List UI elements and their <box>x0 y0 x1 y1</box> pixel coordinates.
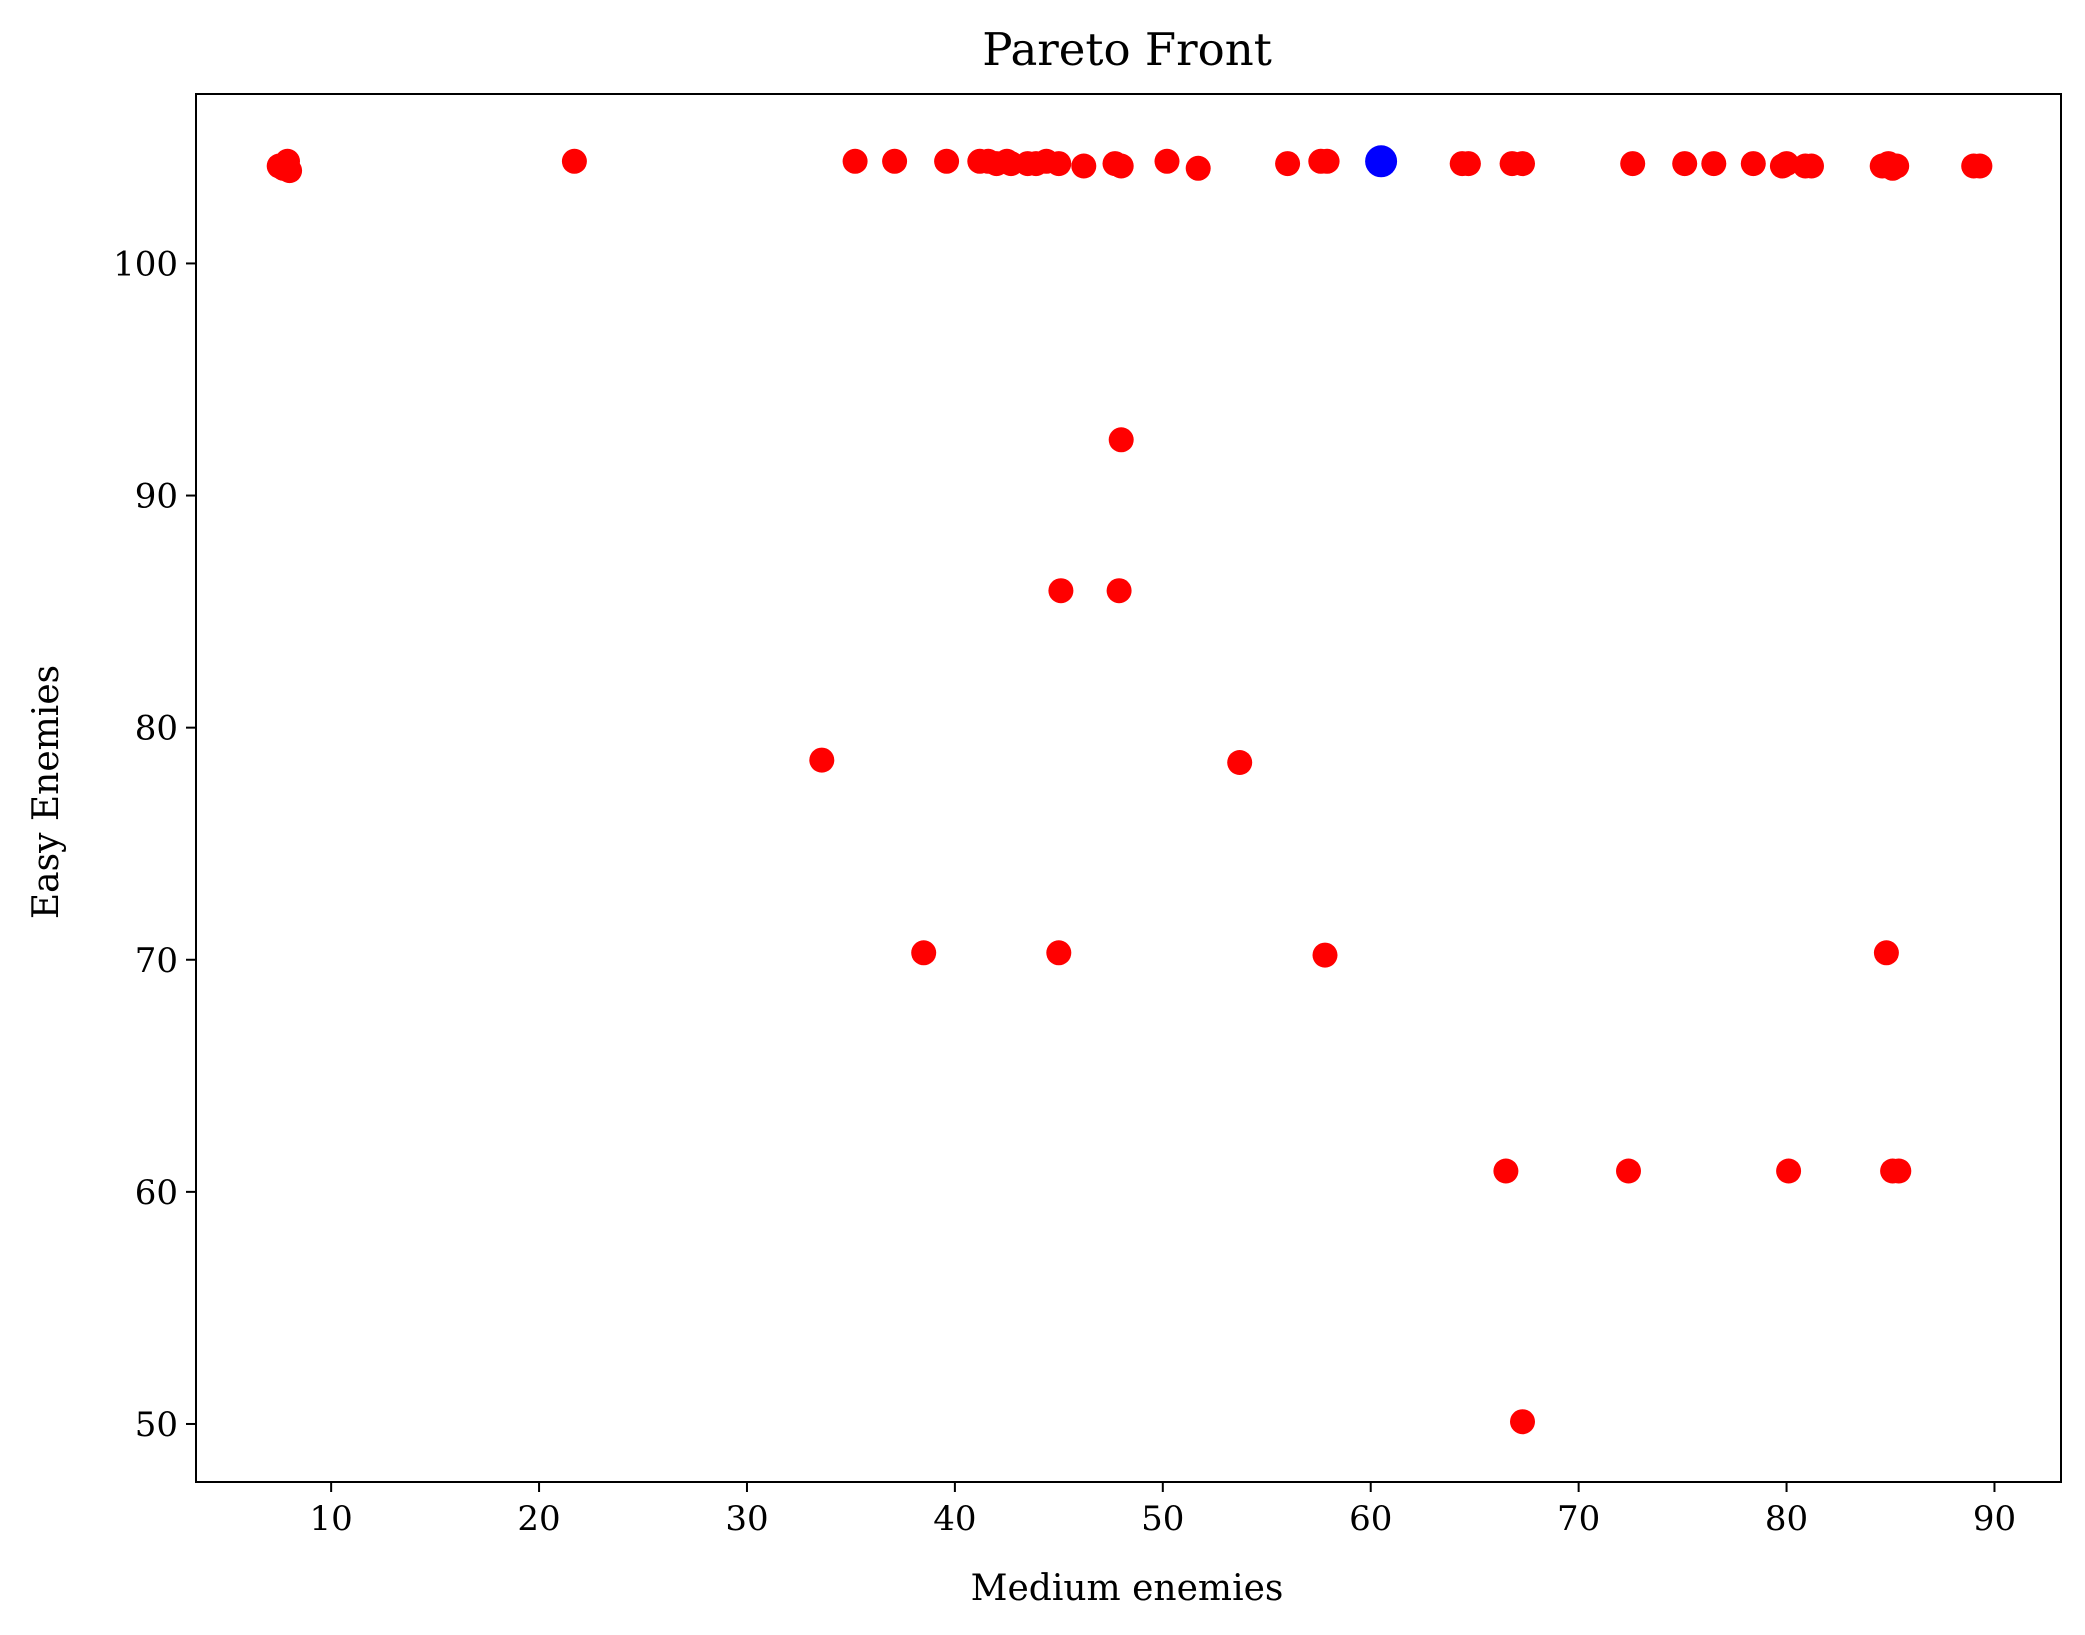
y-tick-label: 80 <box>135 709 178 749</box>
y-axis-ticks: 50 60 70 80 90 100 <box>113 244 196 1445</box>
data-point <box>1799 153 1824 179</box>
data-point <box>1048 578 1074 604</box>
data-point <box>1108 153 1134 179</box>
data-point <box>1185 155 1211 181</box>
data-point <box>1071 153 1097 179</box>
y-tick-label: 70 <box>135 941 178 981</box>
data-point <box>1884 153 1910 179</box>
data-point <box>1493 1158 1519 1184</box>
x-axis-ticks: 10 20 30 40 50 60 70 80 90 <box>310 1482 2016 1539</box>
x-tick-label: 10 <box>310 1499 353 1539</box>
data-point <box>1154 148 1180 174</box>
data-point <box>809 747 835 773</box>
data-point <box>1510 1409 1535 1435</box>
x-axis-label: Medium enemies <box>971 1568 1284 1609</box>
x-tick-label: 40 <box>933 1499 976 1539</box>
data-point <box>1740 151 1766 177</box>
y-tick-label: 90 <box>135 477 178 517</box>
data-point <box>934 148 960 174</box>
x-tick-label: 20 <box>517 1499 560 1539</box>
data-point <box>1774 151 1800 177</box>
x-tick-label: 70 <box>1557 1499 1600 1539</box>
data-point <box>1776 1158 1802 1184</box>
y-tick-label: 100 <box>113 244 178 284</box>
data-point <box>1616 1158 1641 1184</box>
data-point <box>1108 427 1134 453</box>
data-point <box>882 148 908 174</box>
data-point <box>1455 151 1481 177</box>
data-point <box>1510 151 1535 177</box>
chart-title: Pareto Front <box>982 23 1272 76</box>
highlight-point <box>1365 145 1398 178</box>
x-tick-label: 50 <box>1141 1499 1184 1539</box>
data-point <box>1312 942 1338 968</box>
x-tick-label: 60 <box>1349 1499 1392 1539</box>
data-point <box>911 940 937 966</box>
data-point <box>1967 153 1993 179</box>
data-point <box>1886 1158 1912 1184</box>
data-point <box>1227 750 1253 775</box>
data-point <box>1873 940 1899 966</box>
x-tick-label: 30 <box>725 1499 768 1539</box>
data-point <box>1672 151 1698 177</box>
data-point <box>842 148 868 174</box>
data-point <box>1106 578 1132 604</box>
x-tick-label: 90 <box>1973 1499 2016 1539</box>
y-tick-label: 50 <box>135 1405 178 1445</box>
x-tick-label: 80 <box>1765 1499 1808 1539</box>
data-point <box>270 155 296 181</box>
data-point <box>1314 148 1340 174</box>
plot-frame <box>195 93 2062 1483</box>
plot-marks <box>266 145 1993 1435</box>
y-tick-label: 60 <box>135 1173 178 1213</box>
data-point <box>1620 151 1646 177</box>
data-point <box>1046 151 1072 177</box>
data-point <box>561 148 587 174</box>
data-point <box>1701 151 1727 177</box>
data-point <box>1275 151 1301 177</box>
data-point <box>1046 940 1072 966</box>
y-axis-label: Easy Enemies <box>26 665 67 919</box>
